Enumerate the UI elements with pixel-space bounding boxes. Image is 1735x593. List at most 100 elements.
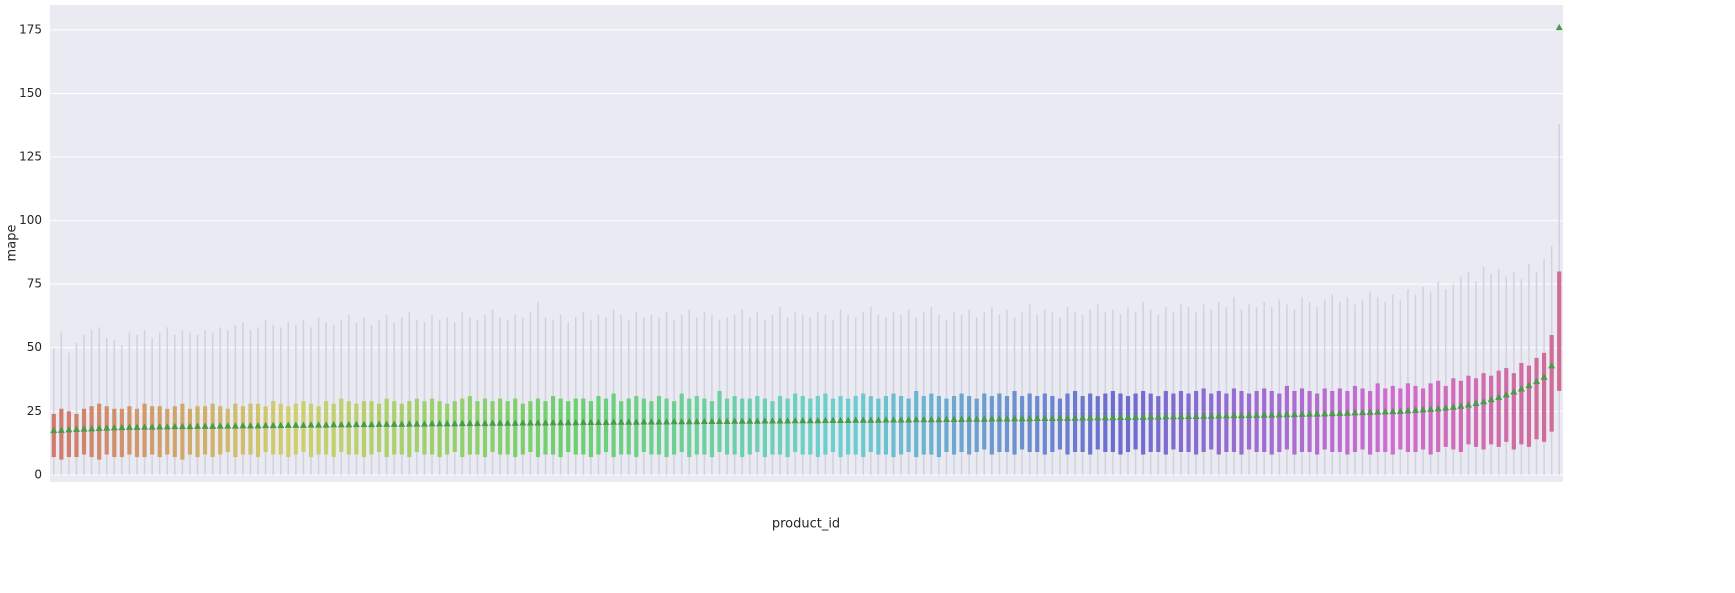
mean-marker (330, 421, 338, 428)
mean-marker (1139, 413, 1147, 420)
box (891, 393, 896, 458)
box (475, 401, 480, 455)
box (853, 396, 858, 455)
box (361, 401, 367, 458)
mean-marker (141, 423, 149, 430)
box (687, 398, 692, 458)
mean-marker (1351, 409, 1359, 416)
mean-marker (201, 422, 209, 429)
mean-marker (738, 417, 746, 424)
mean-marker (716, 417, 724, 425)
mean-marker (965, 415, 973, 422)
mean-marker (1222, 412, 1230, 419)
mean-marker (163, 423, 171, 430)
box (1511, 373, 1516, 450)
box (1254, 390, 1259, 452)
mean-marker (307, 421, 315, 428)
mean-marker (368, 420, 376, 428)
mean-marker (678, 417, 686, 425)
box (951, 396, 957, 455)
box (150, 406, 155, 455)
box (248, 403, 253, 455)
box (1542, 352, 1547, 442)
box (762, 398, 767, 458)
y-tick-label: 50 (27, 340, 42, 354)
box (543, 401, 548, 455)
mean-marker (1230, 411, 1238, 419)
box (581, 398, 586, 455)
y-tick-label: 150 (19, 86, 42, 100)
mean-marker (1101, 413, 1109, 421)
box (1133, 393, 1138, 450)
box (596, 396, 601, 455)
mean-marker (1540, 373, 1548, 380)
mean-marker (1109, 413, 1117, 421)
mean-marker (269, 421, 277, 429)
box (634, 396, 639, 458)
box (944, 398, 949, 452)
mean-marker (1162, 412, 1170, 420)
mean-marker (1313, 410, 1321, 417)
mean-marker (867, 416, 875, 423)
mean-marker (133, 423, 141, 430)
mean-marker (1260, 411, 1268, 418)
box (1027, 393, 1032, 452)
box (134, 408, 140, 458)
box (535, 398, 541, 458)
box (936, 396, 941, 458)
box (566, 401, 571, 452)
box (1526, 365, 1532, 447)
box (906, 398, 911, 452)
box (1201, 388, 1206, 452)
mean-marker (1033, 414, 1041, 421)
box (1330, 390, 1335, 452)
box (1125, 396, 1131, 452)
box (1269, 390, 1274, 455)
mean-marker (1434, 405, 1442, 412)
mean-marker (534, 419, 542, 426)
box (1209, 393, 1214, 450)
box (89, 406, 94, 458)
box (724, 398, 730, 455)
box (308, 403, 314, 458)
mean-marker (1306, 410, 1314, 417)
mean-marker (980, 415, 988, 422)
mean-marker (1533, 377, 1541, 385)
box (1352, 385, 1358, 452)
box (573, 398, 578, 455)
box (1299, 388, 1305, 452)
y-axis-label: mape (5, 225, 20, 262)
mean-marker (1132, 413, 1140, 420)
mean-marker (1510, 388, 1518, 395)
mean-marker (1396, 407, 1404, 414)
box (331, 403, 336, 458)
mean-marker (420, 420, 428, 427)
box (172, 406, 177, 458)
mean-marker (579, 418, 587, 426)
box (997, 393, 1002, 452)
mean-marker (1253, 411, 1261, 418)
box (528, 401, 533, 452)
box (732, 396, 737, 455)
mean-marker (1328, 409, 1336, 417)
mean-marker (95, 424, 103, 431)
mean-marker (640, 418, 648, 425)
mean-marker (889, 416, 897, 423)
box (1390, 385, 1395, 455)
mean-marker (337, 421, 345, 428)
mean-marker (118, 423, 126, 431)
box (482, 398, 488, 458)
box (747, 398, 752, 455)
box (1239, 390, 1244, 455)
mean-marker (110, 424, 118, 431)
box (1065, 393, 1070, 455)
mean-marker (1517, 385, 1525, 392)
mean-marker (988, 415, 996, 422)
mean-marker (723, 417, 731, 425)
box (490, 401, 495, 452)
box (1443, 385, 1448, 447)
mean-marker (1464, 401, 1472, 408)
mean-marker (1018, 414, 1026, 422)
box (445, 403, 450, 455)
box (180, 403, 185, 460)
